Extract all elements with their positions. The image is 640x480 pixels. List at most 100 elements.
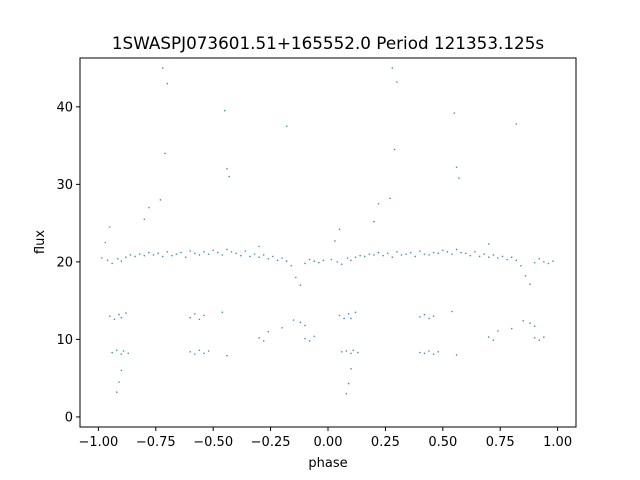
data-point [143, 218, 146, 221]
data-point [432, 251, 435, 254]
data-point [453, 112, 456, 114]
data-point [357, 351, 359, 354]
y-tick-label: 40 [56, 100, 73, 115]
data-point [458, 177, 460, 179]
data-point [129, 254, 132, 256]
data-point [109, 226, 111, 228]
data-point [428, 317, 430, 320]
data-point [304, 337, 306, 340]
x-tick-label: 0.75 [486, 435, 515, 450]
y-tick-label: 10 [56, 333, 73, 348]
data-point [469, 254, 472, 257]
data-point [166, 251, 169, 253]
data-point [338, 314, 341, 317]
data-point [506, 258, 508, 261]
data-point [194, 313, 196, 315]
data-point [125, 256, 127, 259]
data-point [164, 152, 166, 155]
data-point [419, 351, 421, 354]
data-point [308, 340, 311, 342]
data-point [198, 318, 201, 321]
data-point [478, 255, 481, 258]
data-point [354, 311, 357, 314]
x-tick-label: 1.00 [543, 435, 572, 450]
data-point [451, 253, 453, 255]
data-point [386, 252, 389, 255]
data-point [104, 241, 107, 244]
y-tick-label: 30 [56, 178, 73, 193]
data-point [313, 260, 316, 262]
data-point [262, 340, 265, 342]
data-point [313, 335, 316, 338]
data-point [492, 339, 495, 341]
data-point [290, 264, 293, 267]
data-point [226, 248, 228, 251]
data-point [216, 251, 219, 254]
data-point [295, 276, 297, 279]
data-point [373, 220, 375, 223]
data-point [125, 312, 127, 314]
data-point [221, 254, 224, 256]
data-point [354, 256, 357, 259]
data-point [330, 258, 333, 261]
x-tick-label: 0.00 [314, 435, 343, 450]
data-point [134, 255, 136, 258]
data-point [543, 261, 545, 263]
data-point [226, 168, 228, 170]
data-point [120, 353, 123, 355]
data-point [267, 330, 270, 333]
data-point [497, 330, 499, 332]
data-point [340, 351, 343, 353]
data-point [322, 259, 325, 262]
x-tick-label: 0.25 [371, 435, 400, 450]
data-point [510, 256, 513, 259]
data-point [285, 260, 288, 262]
data-point [212, 249, 214, 252]
data-point [533, 325, 536, 328]
data-point [510, 327, 513, 330]
data-point [258, 337, 260, 339]
data-point [428, 350, 430, 352]
data-point [143, 254, 146, 257]
data-point [455, 166, 458, 169]
data-point [226, 354, 228, 357]
data-point [455, 354, 458, 356]
data-point [198, 254, 201, 256]
data-point [391, 256, 394, 259]
data-point [148, 251, 150, 254]
data-point [122, 350, 125, 352]
data-point [487, 256, 490, 259]
data-point [340, 263, 343, 266]
x-tick-label: 0.50 [428, 435, 457, 450]
data-point [492, 254, 495, 256]
data-point [346, 257, 349, 259]
data-point [228, 175, 231, 178]
data-point [148, 206, 150, 209]
x-tick-label: −0.25 [251, 435, 291, 450]
y-axis: 0 10 20 30 40 [56, 100, 80, 425]
data-point [194, 252, 196, 255]
data-point [345, 350, 348, 352]
data-point [235, 252, 237, 255]
data-point [414, 255, 417, 258]
data-point [359, 254, 361, 257]
data-point [152, 254, 155, 256]
data-point [244, 250, 247, 252]
data-point [272, 255, 274, 258]
data-point [120, 260, 123, 262]
data-point [393, 148, 396, 151]
data-point [249, 255, 251, 258]
data-point [423, 313, 426, 316]
data-point [533, 337, 536, 339]
data-point [520, 264, 522, 267]
data-point [497, 257, 499, 259]
data-point [120, 316, 123, 319]
data-point [382, 254, 384, 257]
data-point [428, 254, 430, 256]
data-point [377, 251, 380, 254]
data-point [109, 315, 111, 317]
data-point [455, 248, 458, 251]
x-tick-label: −0.75 [136, 435, 176, 450]
data-point [304, 324, 306, 327]
data-point [419, 316, 421, 318]
